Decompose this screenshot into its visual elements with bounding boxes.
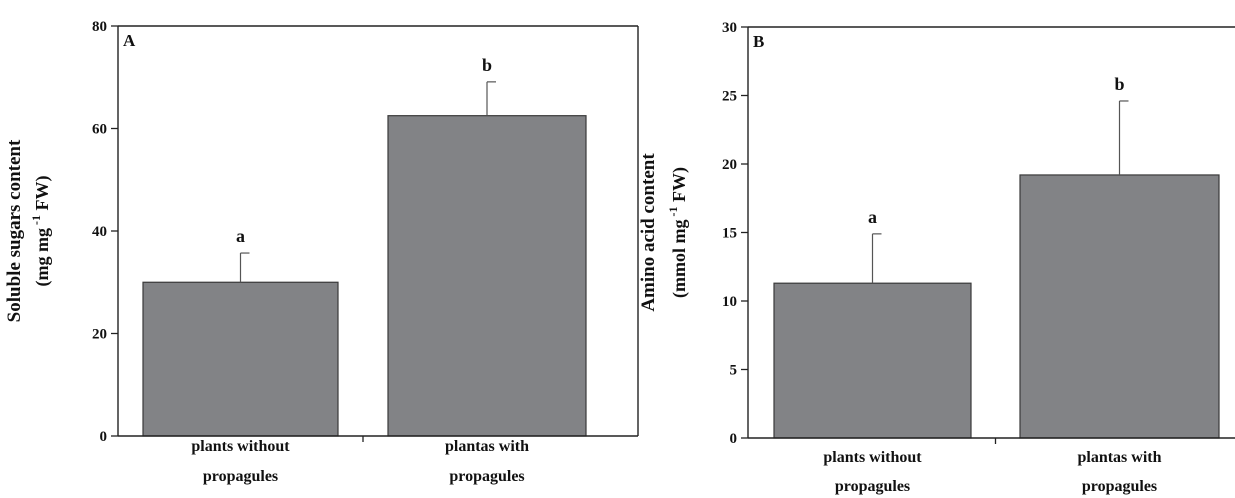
panel-a-y-tick-label: 20 xyxy=(92,327,107,343)
panel-b-y-tick-label: 20 xyxy=(722,157,737,173)
panel-b-bar-1 xyxy=(773,282,972,439)
panel-b-category-label-1-1: plants without xyxy=(823,449,922,466)
panel-a-y-tick-label: 0 xyxy=(100,429,108,445)
panel-a-significance-2: b xyxy=(482,55,492,75)
panel-a-y-tick-label: 80 xyxy=(92,19,107,35)
panel-a-bar-1 xyxy=(142,281,339,437)
panel-a-category-label-2-2: propagules xyxy=(449,468,524,485)
panel-b-y-tick-label: 25 xyxy=(722,89,737,105)
panel-a-y-axis-title: Soluble sugars content xyxy=(4,139,25,322)
panel-a-category-label-2-1: plantas with xyxy=(445,438,529,455)
panel-a-y-tick-label: 40 xyxy=(92,224,107,240)
panel-a-y-axis-unit: (mg mg-1 FW) xyxy=(29,176,53,287)
panel-a-category-label-1-2: propagules xyxy=(203,468,278,485)
panel-b-y-axis-unit: (mmol mg-1 FW) xyxy=(666,167,690,298)
panel-b-bar-2 xyxy=(1019,174,1220,439)
panel-a-bar-2 xyxy=(387,115,587,437)
panel-a-category-label-1-1: plants without xyxy=(191,438,290,455)
panel-b-y-tick-label: 30 xyxy=(722,20,737,36)
panel-b-y-tick-label: 15 xyxy=(722,226,737,242)
panel-b-y-tick-label: 10 xyxy=(722,294,737,310)
panel-b-category-label-2-2: propagules xyxy=(1082,478,1157,495)
panel-b-letter: B xyxy=(753,32,764,51)
panel-a-significance-1: a xyxy=(236,226,245,246)
panel-b-category-label-2-1: plantas with xyxy=(1077,449,1161,466)
panel-b-significance-1: a xyxy=(868,207,877,227)
panel-a: a plants without propagules b plantas with pr… xyxy=(4,19,639,485)
panel-a-y-tick-label: 60 xyxy=(92,122,107,138)
panel-b-significance-2: b xyxy=(1114,74,1124,94)
panel-b: a plants without propagules b plantas with pr… xyxy=(638,20,1235,495)
panel-b-y-tick-label: 0 xyxy=(730,431,738,447)
panel-a-letter: A xyxy=(123,31,136,50)
panel-b-category-label-1-2: propagules xyxy=(835,478,910,495)
panel-b-y-tick-label: 5 xyxy=(730,363,738,379)
panel-b-y-axis-title: Amino acid content xyxy=(638,153,659,312)
